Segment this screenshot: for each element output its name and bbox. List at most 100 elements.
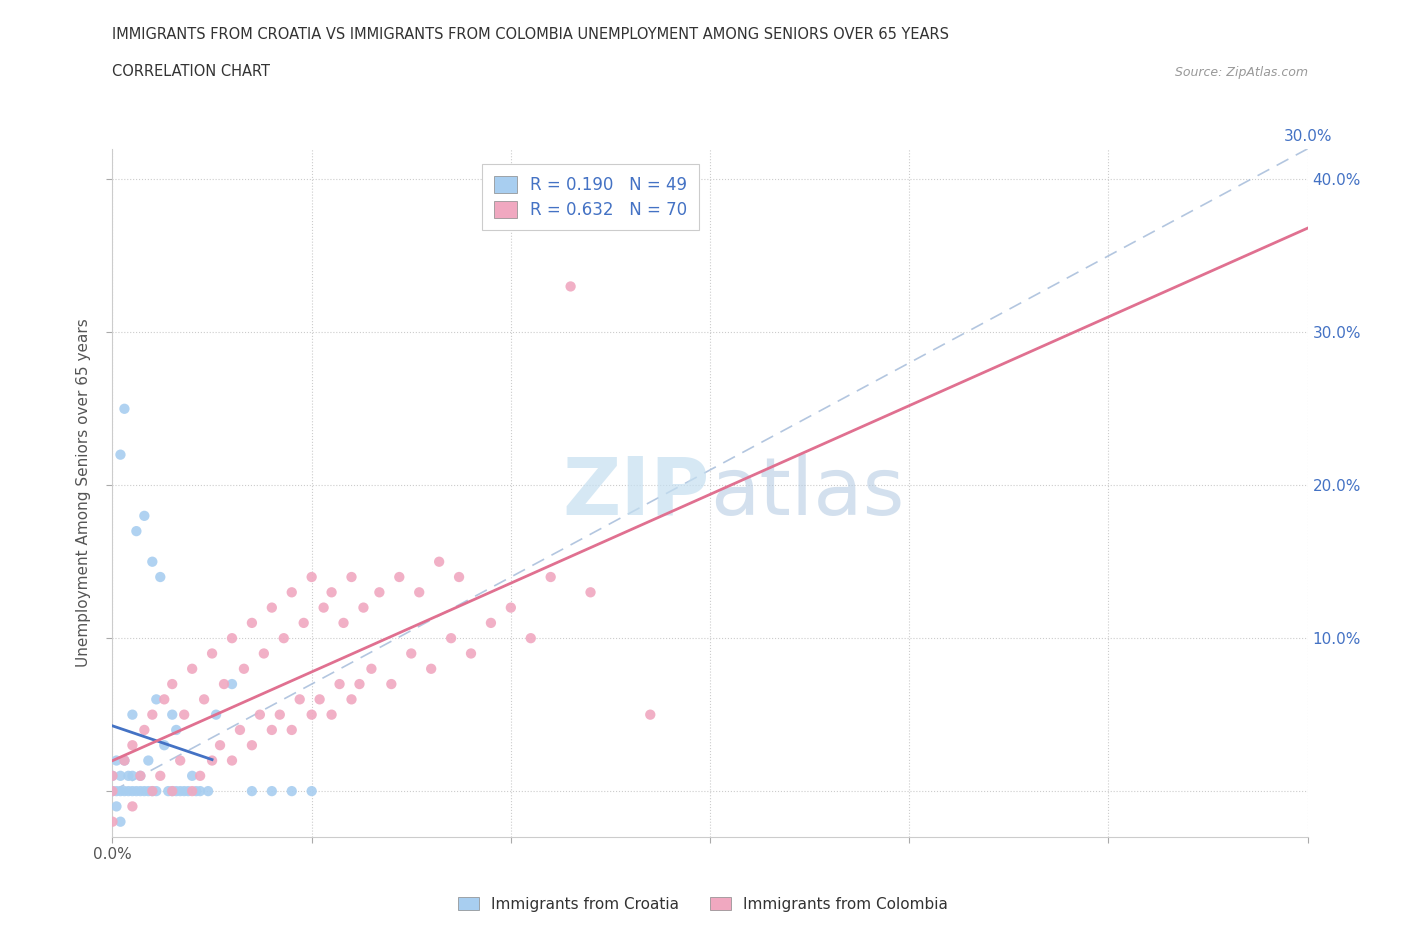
Point (312, 600, 335, 615)
Point (212, 677, 235, 692)
Point (121, 737, 143, 752)
Point (114, 753, 135, 768)
Point (221, 631, 243, 645)
Text: CORRELATION CHART: CORRELATION CHART (112, 64, 270, 79)
Point (579, 585, 602, 600)
Point (101, 768, 124, 783)
Point (121, 768, 143, 783)
Point (134, 509, 156, 524)
Point (233, 661, 256, 676)
Point (162, 707, 183, 722)
Point (281, 784, 304, 799)
Legend: Immigrants from Croatia, Immigrants from Colombia: Immigrants from Croatia, Immigrants from… (451, 890, 955, 918)
Point (177, 784, 200, 799)
Point (169, 753, 191, 768)
Point (149, 768, 172, 783)
Point (129, 784, 152, 799)
Point (201, 753, 224, 768)
Point (141, 784, 163, 799)
Point (114, 402, 135, 417)
Point (301, 707, 323, 722)
Point (292, 616, 315, 631)
Point (427, 554, 450, 569)
Point (269, 707, 291, 722)
Point (193, 692, 215, 707)
Point (117, 768, 139, 783)
Point (181, 661, 204, 676)
Point (479, 616, 502, 631)
Point (110, 815, 132, 830)
Point (138, 784, 160, 799)
Point (229, 723, 252, 737)
Y-axis label: Unemployment Among Seniors over 65 years: Unemployment Among Seniors over 65 years (76, 319, 91, 668)
Legend: R = 0.190   N = 49, R = 0.632   N = 70: R = 0.190 N = 49, R = 0.632 N = 70 (482, 164, 699, 231)
Point (105, 799, 128, 814)
Point (141, 554, 163, 569)
Point (420, 661, 443, 676)
Point (197, 784, 219, 799)
Point (321, 707, 343, 722)
Point (145, 692, 167, 707)
Point (153, 692, 176, 707)
Point (134, 723, 156, 737)
Point (101, 815, 124, 830)
Point (499, 600, 522, 615)
Point (201, 646, 224, 661)
Point (460, 646, 482, 661)
Point (260, 600, 283, 615)
Point (101, 784, 124, 799)
Point (121, 707, 143, 722)
Point (141, 784, 163, 799)
Point (260, 784, 283, 799)
Point (134, 784, 156, 799)
Point (638, 707, 662, 722)
Point (188, 768, 211, 783)
Point (447, 569, 470, 584)
Point (105, 753, 128, 768)
Point (110, 447, 132, 462)
Text: IMMIGRANTS FROM CROATIA VS IMMIGRANTS FROM COLOMBIA UNEMPLOYMENT AMONG SENIORS O: IMMIGRANTS FROM CROATIA VS IMMIGRANTS FR… (112, 27, 949, 42)
Point (401, 646, 423, 661)
Point (540, 569, 562, 584)
Point (181, 768, 204, 783)
Point (352, 600, 374, 615)
Point (240, 616, 263, 631)
Point (253, 646, 276, 661)
Point (321, 585, 343, 600)
Point (221, 753, 243, 768)
Point (141, 707, 163, 722)
Point (157, 784, 180, 799)
Point (145, 784, 167, 799)
Point (125, 524, 148, 538)
Point (162, 784, 183, 799)
Point (117, 784, 139, 799)
Point (114, 753, 135, 768)
Text: ZIP: ZIP (562, 454, 710, 532)
Point (360, 661, 382, 676)
Point (138, 753, 160, 768)
Point (301, 784, 323, 799)
Point (240, 737, 263, 752)
Point (240, 784, 263, 799)
Point (162, 677, 183, 692)
Point (349, 677, 371, 692)
Point (380, 677, 402, 692)
Point (288, 692, 311, 707)
Point (186, 784, 208, 799)
Point (114, 784, 135, 799)
Point (173, 784, 195, 799)
Point (249, 707, 271, 722)
Point (129, 768, 152, 783)
Point (110, 768, 132, 783)
Point (101, 768, 124, 783)
Point (110, 784, 132, 799)
Point (281, 585, 304, 600)
Point (260, 723, 283, 737)
Point (165, 723, 187, 737)
Point (208, 737, 231, 752)
Point (121, 784, 143, 799)
Point (301, 569, 323, 584)
Point (121, 799, 143, 814)
Point (162, 784, 183, 799)
Point (332, 616, 354, 631)
